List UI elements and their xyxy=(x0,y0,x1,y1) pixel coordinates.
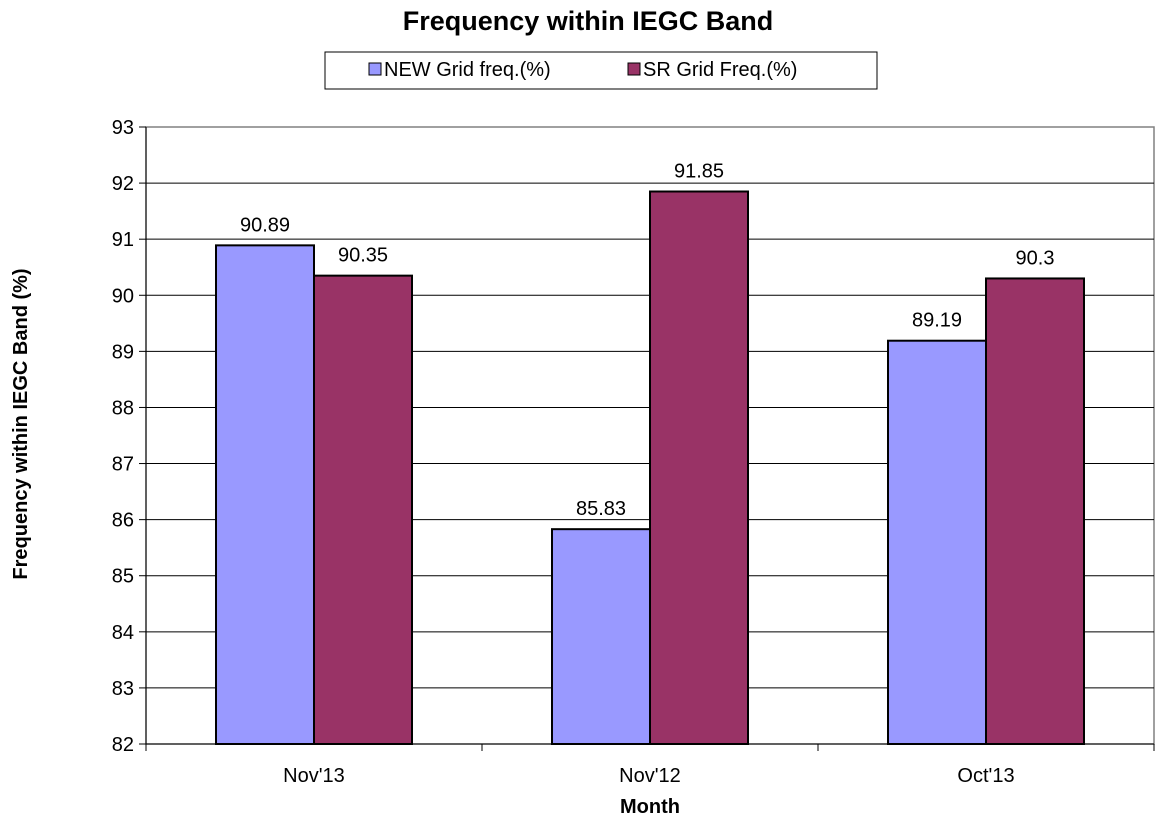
x-tick-label: Nov'12 xyxy=(619,765,681,787)
y-tick-label: 92 xyxy=(112,173,134,195)
data-label: 85.83 xyxy=(576,498,626,520)
bar-sr-grid xyxy=(649,190,749,746)
x-tick-label: Oct'13 xyxy=(957,765,1014,787)
y-tick-label: 89 xyxy=(112,341,134,363)
legend-swatch-new-grid xyxy=(368,62,382,76)
x-tick-label: Nov'13 xyxy=(283,765,345,787)
y-tick-label: 87 xyxy=(112,454,134,476)
data-label: 89.19 xyxy=(912,310,962,332)
y-tick-label: 90 xyxy=(112,285,134,307)
x-axis-title: Month xyxy=(620,796,680,818)
bar-new-grid xyxy=(551,528,651,745)
y-tick-label: 88 xyxy=(112,397,134,419)
y-tick-label: 91 xyxy=(112,229,134,251)
bar-new-grid xyxy=(887,339,987,745)
legend-swatch-sr-grid xyxy=(627,62,641,76)
data-labels: 90.89 90.35 85.83 91.85 89.19 90.3 xyxy=(240,161,1055,521)
chart-title: Frequency within IEGC Band xyxy=(403,6,774,36)
bar-sr-grid xyxy=(985,277,1085,745)
x-axis-ticks: Nov'13 Nov'12 Oct'13 xyxy=(145,744,1155,787)
data-label: 90.89 xyxy=(240,214,290,236)
legend: NEW Grid freq.(%) SR Grid Freq.(%) xyxy=(324,51,878,90)
legend-box xyxy=(324,51,878,90)
y-axis-title: Frequency within IEGC Band (%) xyxy=(10,268,32,579)
y-tick-label: 84 xyxy=(112,622,134,644)
y-tick-label: 85 xyxy=(112,566,134,588)
data-label: 91.85 xyxy=(674,161,724,183)
legend-label-new-grid: NEW Grid freq.(%) xyxy=(384,59,551,81)
y-tick-label: 83 xyxy=(112,678,134,700)
data-label: 90.3 xyxy=(1016,247,1055,269)
bar-new-grid xyxy=(215,244,315,746)
bar-sr-grid xyxy=(313,274,413,745)
legend-label-sr-grid: SR Grid Freq.(%) xyxy=(643,59,797,81)
plot-area: 90.89 90.35 85.83 91.85 89.19 90.3 82 83 84 85 86… xyxy=(112,117,1155,787)
y-tick-label: 82 xyxy=(112,734,134,756)
data-label: 90.35 xyxy=(338,245,388,267)
y-tick-label: 86 xyxy=(112,510,134,532)
y-axis-ticks: 82 83 84 85 86 87 88 89 90 91 92 93 xyxy=(112,117,146,756)
y-tick-label: 93 xyxy=(112,117,134,139)
